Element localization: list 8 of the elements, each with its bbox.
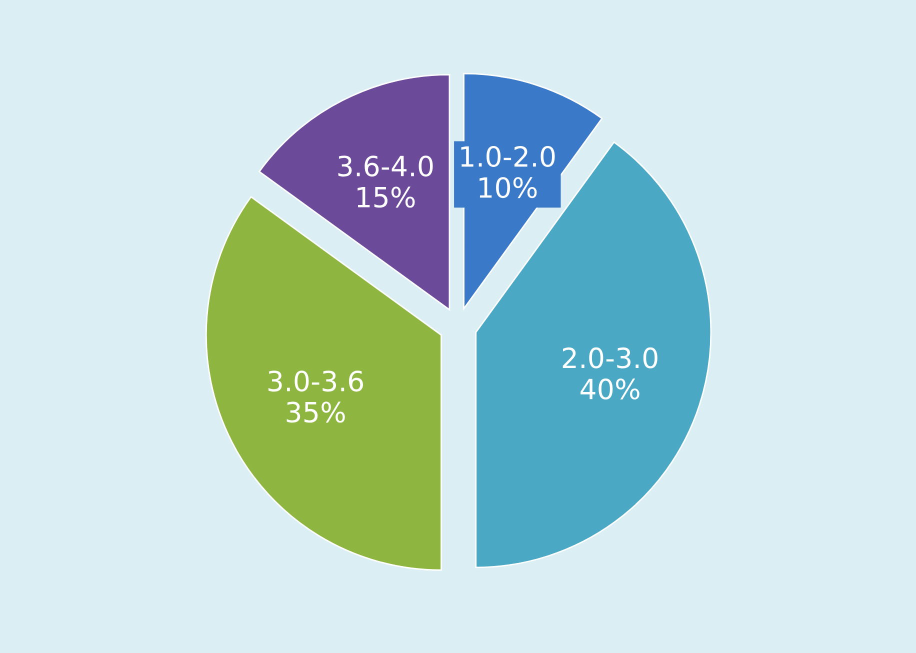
slice-label: 3.0-3.6: [268, 370, 364, 392]
slice-label: 2.0-3.0: [562, 347, 658, 368]
data-label: 40%: [580, 378, 640, 400]
data-label: 10%: [480, 177, 537, 198]
data-label: 35%: [286, 402, 345, 423]
slice-label: 3.6-4.0: [338, 156, 433, 177]
slice-label: 1.0-2.0: [461, 146, 555, 167]
data-label: 15%: [358, 186, 415, 208]
